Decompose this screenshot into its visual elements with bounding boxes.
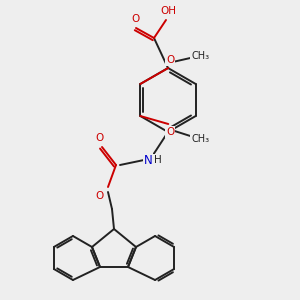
Text: CH₃: CH₃ [191, 51, 209, 61]
Text: O: O [132, 14, 140, 24]
Text: O: O [166, 55, 174, 65]
Text: O: O [96, 133, 104, 143]
Text: O: O [96, 191, 104, 201]
Text: CH₃: CH₃ [191, 134, 209, 144]
Text: N: N [144, 154, 152, 166]
Text: O: O [166, 127, 174, 137]
Text: OH: OH [160, 6, 176, 16]
Text: H: H [154, 155, 162, 165]
